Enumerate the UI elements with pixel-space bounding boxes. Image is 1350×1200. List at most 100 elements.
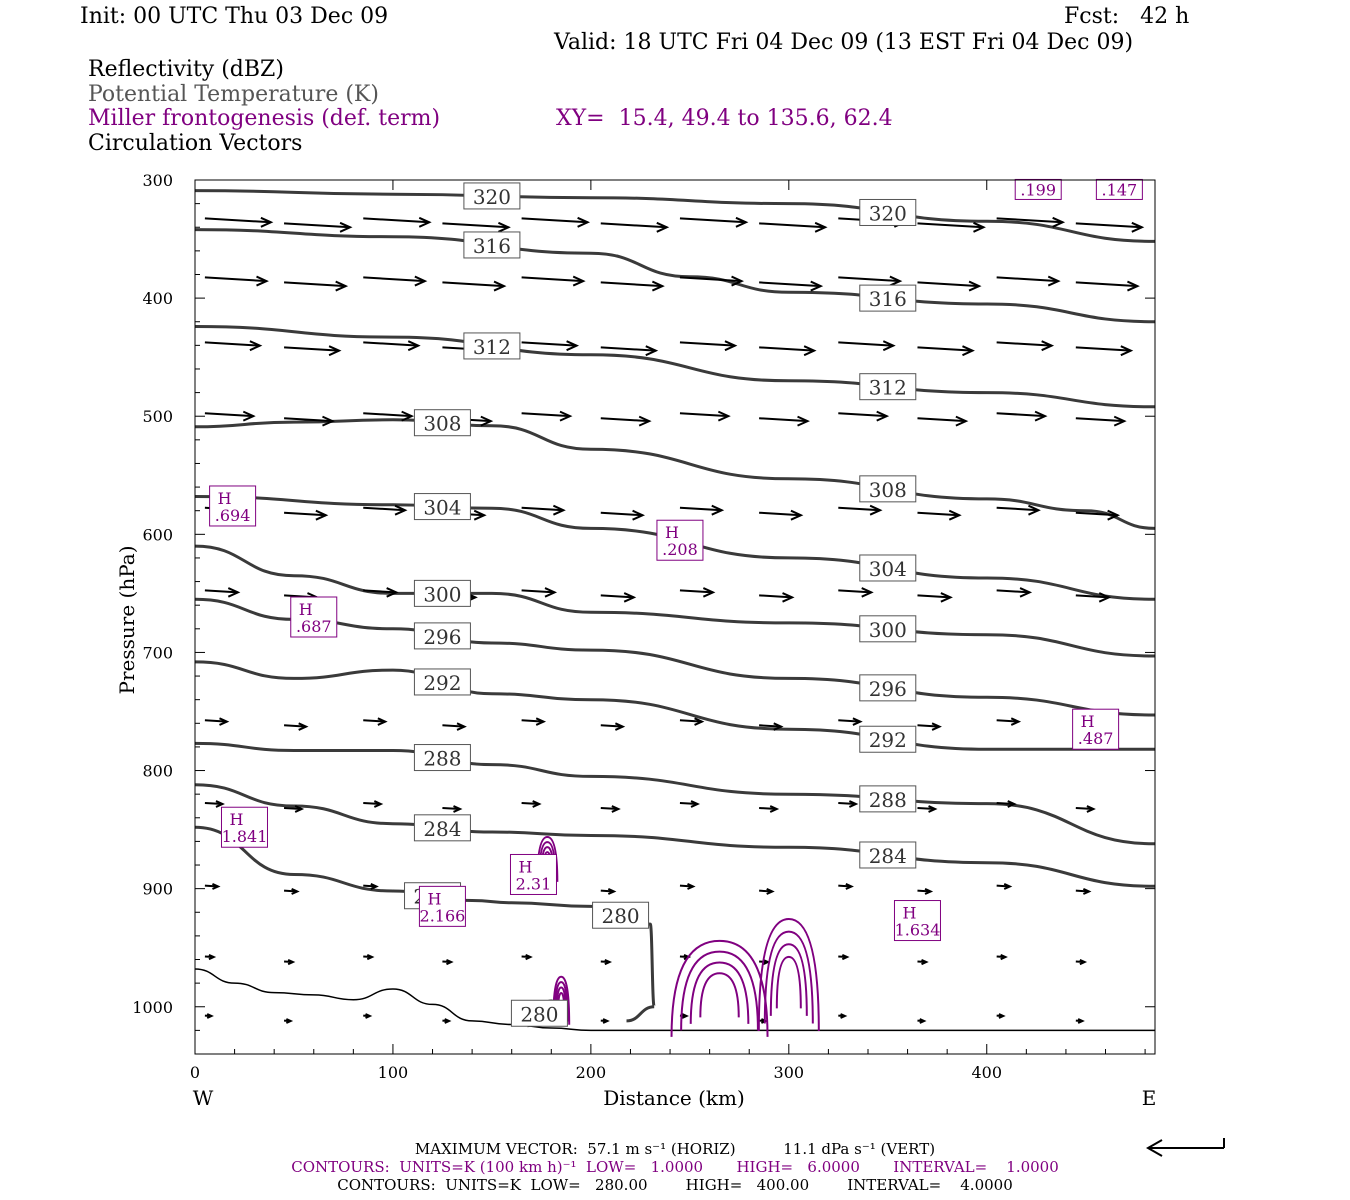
circulation-vector [204,217,271,224]
vector-head [315,509,329,521]
vector-head [446,958,454,966]
vector-head [335,280,349,292]
circulation-vector [917,222,984,229]
vector-head [219,717,230,726]
circulation-vector [759,281,821,288]
theta-label-box [859,198,917,226]
vector-head [208,953,217,961]
fronto-contour [680,950,759,1031]
circulation-vector [204,341,260,347]
vector-head [1113,415,1127,427]
vector-head [724,340,738,352]
vector-head [1127,280,1140,292]
circulation-vector [1075,222,1142,229]
fronto-max-value: .208 [662,540,698,559]
vector-head [322,415,335,427]
vector-head [782,592,795,603]
theta-label: 320 [473,185,511,209]
circulation-vector [204,276,267,283]
vector-head [418,216,432,228]
circulation-vector [442,222,509,229]
x-tick-label: 0 [190,1063,200,1082]
vector-head [711,504,725,516]
circulation-vector [917,511,960,517]
y-tick-label: 500 [142,407,173,426]
vector-head [256,275,269,287]
circulation-vector [996,719,1019,723]
circulation-vector [679,276,742,283]
fronto-max-letter: H [427,889,441,908]
y-tick-label: 800 [142,762,173,781]
theta-label-box [592,901,650,929]
forecast-hour: Fcst: 42 h [1064,4,1190,29]
vector-head [876,410,890,422]
vector-head [840,1013,848,1019]
y-tick-label: 900 [142,880,173,899]
theta-contour-312 [194,325,1156,409]
init-time: Init: 00 UTC Thu 03 Dec 09 [80,4,389,29]
fronto-contour [670,939,769,1037]
vector-head [453,805,463,813]
theta-contour-316 [194,228,1156,324]
vector-head [401,410,415,422]
circulation-vector [679,217,747,224]
vector-head [473,509,487,521]
circulation-vector [759,594,793,599]
field-frontogenesis: Miller frontogenesis (def. term) [88,106,441,131]
x-tick-label: 200 [576,1063,607,1082]
vector-head [790,509,804,521]
theta-contour-308 [194,418,1156,530]
y-tick-label: 1000 [132,998,173,1017]
theta-contour-292 [194,660,1155,751]
vector-head [604,958,613,966]
vector-head [882,340,896,352]
vector-head [1131,221,1145,233]
vector-head [1028,504,1041,516]
circulation-vector [521,506,564,512]
theta-label: 316 [473,234,511,258]
circulation-vector [442,724,465,728]
circulation-vector [759,346,815,352]
vector-head [861,587,874,598]
vector-head [480,415,494,427]
vector-head [373,800,384,808]
vector-head [394,504,408,516]
fronto-max-letter: H [665,523,679,542]
circulation-vector [600,806,619,811]
vector-head [611,805,621,813]
vector-head [632,509,646,521]
vector-head [287,958,296,966]
theta-label-box [859,615,917,643]
fronto-max-value: .687 [296,617,332,636]
theta-label: 292 [423,671,461,695]
vector-head [215,800,225,808]
fronto-contour [689,961,750,1024]
circulation-vector [363,412,412,418]
theta-contour-300 [194,544,1156,658]
circulation-vector [996,506,1039,512]
fronto-max-letter: H [1081,712,1095,731]
vector-head [690,800,700,808]
circulation-vector [521,719,544,723]
vector-head [731,275,744,287]
theta-label-box [413,744,471,772]
vector-head [852,717,863,726]
vector-head [1086,805,1096,813]
circulation-vector [996,341,1052,347]
circulation-vector [204,801,223,806]
vector-head [919,1018,927,1024]
circulation-vector [1075,594,1109,599]
vector-head [493,280,507,292]
vector-head [841,953,850,961]
vector-head [889,275,903,287]
theta-label: 292 [869,728,907,752]
vector-head [298,722,309,731]
vector-head [377,717,388,726]
circulation-vector [1075,417,1125,423]
vector-head [572,275,586,287]
fronto-max-box [893,900,941,942]
vector-head [498,221,511,233]
theta-label-box [463,231,521,259]
circulation-vector [442,806,461,811]
circulation-vector [284,724,307,728]
